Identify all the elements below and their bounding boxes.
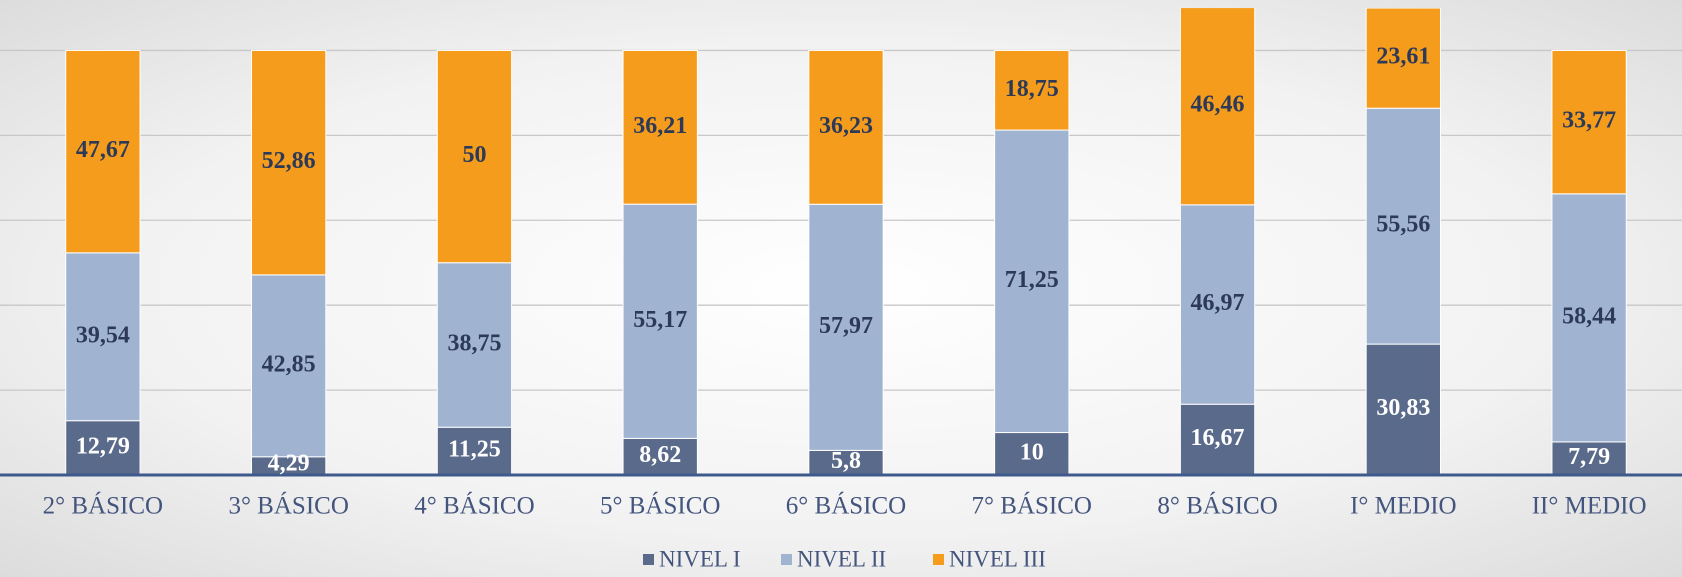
labels: 12,79 39,54 47,67 2° BÁSICO 4,29 42,85 52,86 3°… [0, 44, 1682, 571]
value-label: 39,54 [76, 322, 130, 348]
x-tick-label: 8° BÁSICO [1157, 492, 1277, 520]
legend-label: NIVEL II [797, 546, 886, 571]
value-label: 16,67 [1191, 425, 1245, 451]
value-label: 58,44 [1562, 303, 1616, 329]
value-label: 7,79 [1568, 444, 1610, 470]
value-label: 42,85 [262, 351, 316, 377]
x-tick-label: 7° BÁSICO [972, 492, 1092, 520]
bar-segment [251, 49, 327, 276]
value-label: 71,25 [1005, 267, 1059, 293]
bar-segment [65, 252, 141, 422]
legend-label: NIVEL I [659, 546, 741, 571]
x-tick-label: 5° BÁSICO [600, 492, 720, 520]
value-label: 46,97 [1191, 290, 1245, 316]
value-label: 5,8 [831, 448, 861, 474]
value-label: 18,75 [1005, 76, 1059, 102]
legend-swatch [643, 554, 654, 565]
bar-segment [436, 49, 513, 264]
bar-segment [1365, 107, 1441, 345]
value-label: 36,23 [819, 113, 873, 139]
value-label: 57,97 [819, 313, 873, 339]
legend-swatch [933, 554, 944, 565]
value-label: 55,56 [1376, 212, 1430, 238]
bar-segment [65, 420, 141, 476]
bar-segment [622, 203, 698, 439]
value-label: 33,77 [1562, 108, 1616, 134]
bar-segment [808, 203, 884, 451]
bar-segment [251, 274, 327, 458]
value-label: 11,25 [448, 437, 501, 463]
value-label: 4,29 [268, 451, 310, 477]
value-label: 52,86 [262, 148, 316, 174]
bar-segment [1365, 343, 1441, 476]
value-label: 10 [1020, 439, 1044, 465]
legend-label: NIVEL III [949, 546, 1046, 571]
value-label: 23,61 [1376, 44, 1430, 70]
bar-segment [622, 49, 698, 205]
value-label: 8,62 [639, 442, 681, 468]
x-tick-label: 4° BÁSICO [414, 492, 534, 520]
value-label: 38,75 [447, 330, 501, 356]
value-label: 12,79 [76, 433, 130, 459]
value-label: 30,83 [1376, 395, 1430, 421]
x-tick-label: 3° BÁSICO [228, 492, 348, 520]
value-label: 46,46 [1191, 92, 1245, 118]
bar-segment [808, 49, 884, 205]
x-tick-label: 2° BÁSICO [43, 492, 163, 520]
bars [65, 8, 1627, 476]
bar-segment [1179, 204, 1256, 405]
value-label: 36,21 [633, 113, 687, 139]
bar-segment [1551, 49, 1627, 195]
bar-segment [65, 49, 141, 254]
legend-swatch [781, 554, 792, 565]
bar-segment [1551, 193, 1627, 443]
value-label: 50 [462, 142, 486, 168]
bar-segment [1365, 8, 1441, 109]
x-tick-label: I° MEDIO [1350, 493, 1457, 520]
value-label: 55,17 [633, 307, 687, 333]
x-tick-label: 6° BÁSICO [786, 492, 906, 520]
bar-segment [1179, 8, 1256, 206]
bar-segment [1179, 403, 1256, 476]
bar-segment [994, 49, 1070, 131]
value-label: 47,67 [76, 137, 130, 163]
x-tick-label: II° MEDIO [1532, 493, 1647, 520]
